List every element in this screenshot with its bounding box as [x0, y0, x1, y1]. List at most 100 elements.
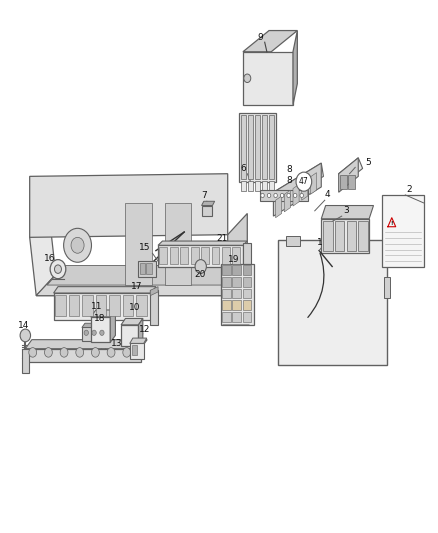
Text: 21: 21 — [217, 234, 228, 243]
Bar — [358, 221, 368, 251]
Bar — [260, 190, 308, 201]
Bar — [22, 349, 29, 373]
Text: 18: 18 — [94, 314, 105, 323]
Polygon shape — [36, 274, 247, 296]
Bar — [233, 247, 240, 264]
Circle shape — [261, 193, 264, 198]
Bar — [170, 247, 178, 264]
Bar — [241, 115, 247, 179]
Circle shape — [76, 348, 84, 357]
Text: 5: 5 — [365, 158, 371, 166]
Bar — [55, 295, 66, 316]
Bar — [223, 312, 231, 321]
Text: 15: 15 — [139, 244, 151, 253]
Bar — [254, 115, 260, 179]
Polygon shape — [339, 158, 363, 184]
Circle shape — [274, 193, 277, 198]
Bar — [268, 115, 274, 179]
Bar — [138, 261, 156, 277]
Bar — [233, 277, 241, 287]
Text: 47: 47 — [299, 177, 309, 186]
Text: 1: 1 — [317, 238, 322, 247]
Polygon shape — [36, 274, 247, 296]
Bar — [191, 247, 198, 264]
Bar — [69, 295, 79, 316]
Bar — [278, 240, 387, 365]
Polygon shape — [321, 206, 374, 219]
Polygon shape — [121, 318, 143, 325]
Polygon shape — [138, 318, 143, 346]
Polygon shape — [201, 201, 215, 206]
Bar — [223, 277, 231, 287]
Text: 19: 19 — [228, 255, 239, 264]
Polygon shape — [273, 163, 323, 206]
Bar — [348, 175, 355, 189]
Text: 10: 10 — [129, 303, 141, 312]
Bar — [136, 295, 147, 316]
Circle shape — [267, 193, 271, 198]
Text: !: ! — [391, 221, 393, 225]
Bar — [239, 113, 276, 182]
Polygon shape — [273, 163, 321, 216]
Text: 20: 20 — [194, 270, 205, 279]
Polygon shape — [228, 214, 247, 296]
Bar — [158, 245, 243, 266]
Bar — [53, 293, 152, 319]
Bar — [233, 301, 241, 310]
Bar — [262, 181, 267, 191]
Text: 8: 8 — [286, 176, 293, 185]
Bar — [243, 312, 251, 321]
Bar — [241, 181, 246, 191]
Polygon shape — [53, 287, 156, 293]
Bar — [248, 115, 253, 179]
Polygon shape — [25, 340, 147, 349]
Circle shape — [92, 330, 96, 335]
Bar — [243, 277, 251, 287]
Polygon shape — [150, 287, 158, 296]
Circle shape — [100, 330, 104, 335]
Circle shape — [60, 348, 68, 357]
Bar — [150, 290, 158, 325]
Polygon shape — [276, 196, 282, 217]
Polygon shape — [30, 174, 228, 237]
Bar — [91, 317, 110, 342]
Bar — [321, 219, 369, 253]
Polygon shape — [30, 216, 56, 296]
Bar — [243, 265, 251, 275]
Circle shape — [54, 265, 61, 273]
Text: 6: 6 — [240, 164, 246, 173]
Text: 16: 16 — [44, 254, 56, 263]
Text: 4: 4 — [324, 190, 330, 199]
Polygon shape — [284, 190, 290, 212]
Bar — [335, 221, 344, 251]
Circle shape — [45, 348, 52, 357]
Bar — [130, 343, 144, 359]
Polygon shape — [293, 30, 297, 105]
Polygon shape — [165, 203, 191, 285]
Bar — [340, 175, 346, 189]
Circle shape — [29, 348, 37, 357]
Bar — [121, 325, 138, 346]
Circle shape — [296, 172, 312, 191]
Bar — [384, 277, 390, 298]
Bar — [212, 247, 219, 264]
Polygon shape — [82, 323, 109, 327]
Text: 12: 12 — [139, 325, 151, 334]
Polygon shape — [243, 30, 297, 52]
Bar — [25, 349, 141, 362]
Bar — [233, 289, 241, 298]
Text: 11: 11 — [91, 302, 102, 311]
Bar — [243, 243, 251, 269]
Bar — [233, 265, 241, 275]
Text: 3: 3 — [343, 206, 349, 215]
Circle shape — [280, 193, 284, 198]
Text: 14: 14 — [18, 321, 30, 330]
Bar — [382, 195, 424, 266]
Bar — [201, 206, 212, 216]
Bar — [140, 263, 145, 274]
Bar — [159, 247, 167, 264]
Polygon shape — [339, 158, 358, 192]
Circle shape — [64, 228, 92, 262]
Circle shape — [92, 348, 99, 357]
Polygon shape — [158, 241, 247, 245]
